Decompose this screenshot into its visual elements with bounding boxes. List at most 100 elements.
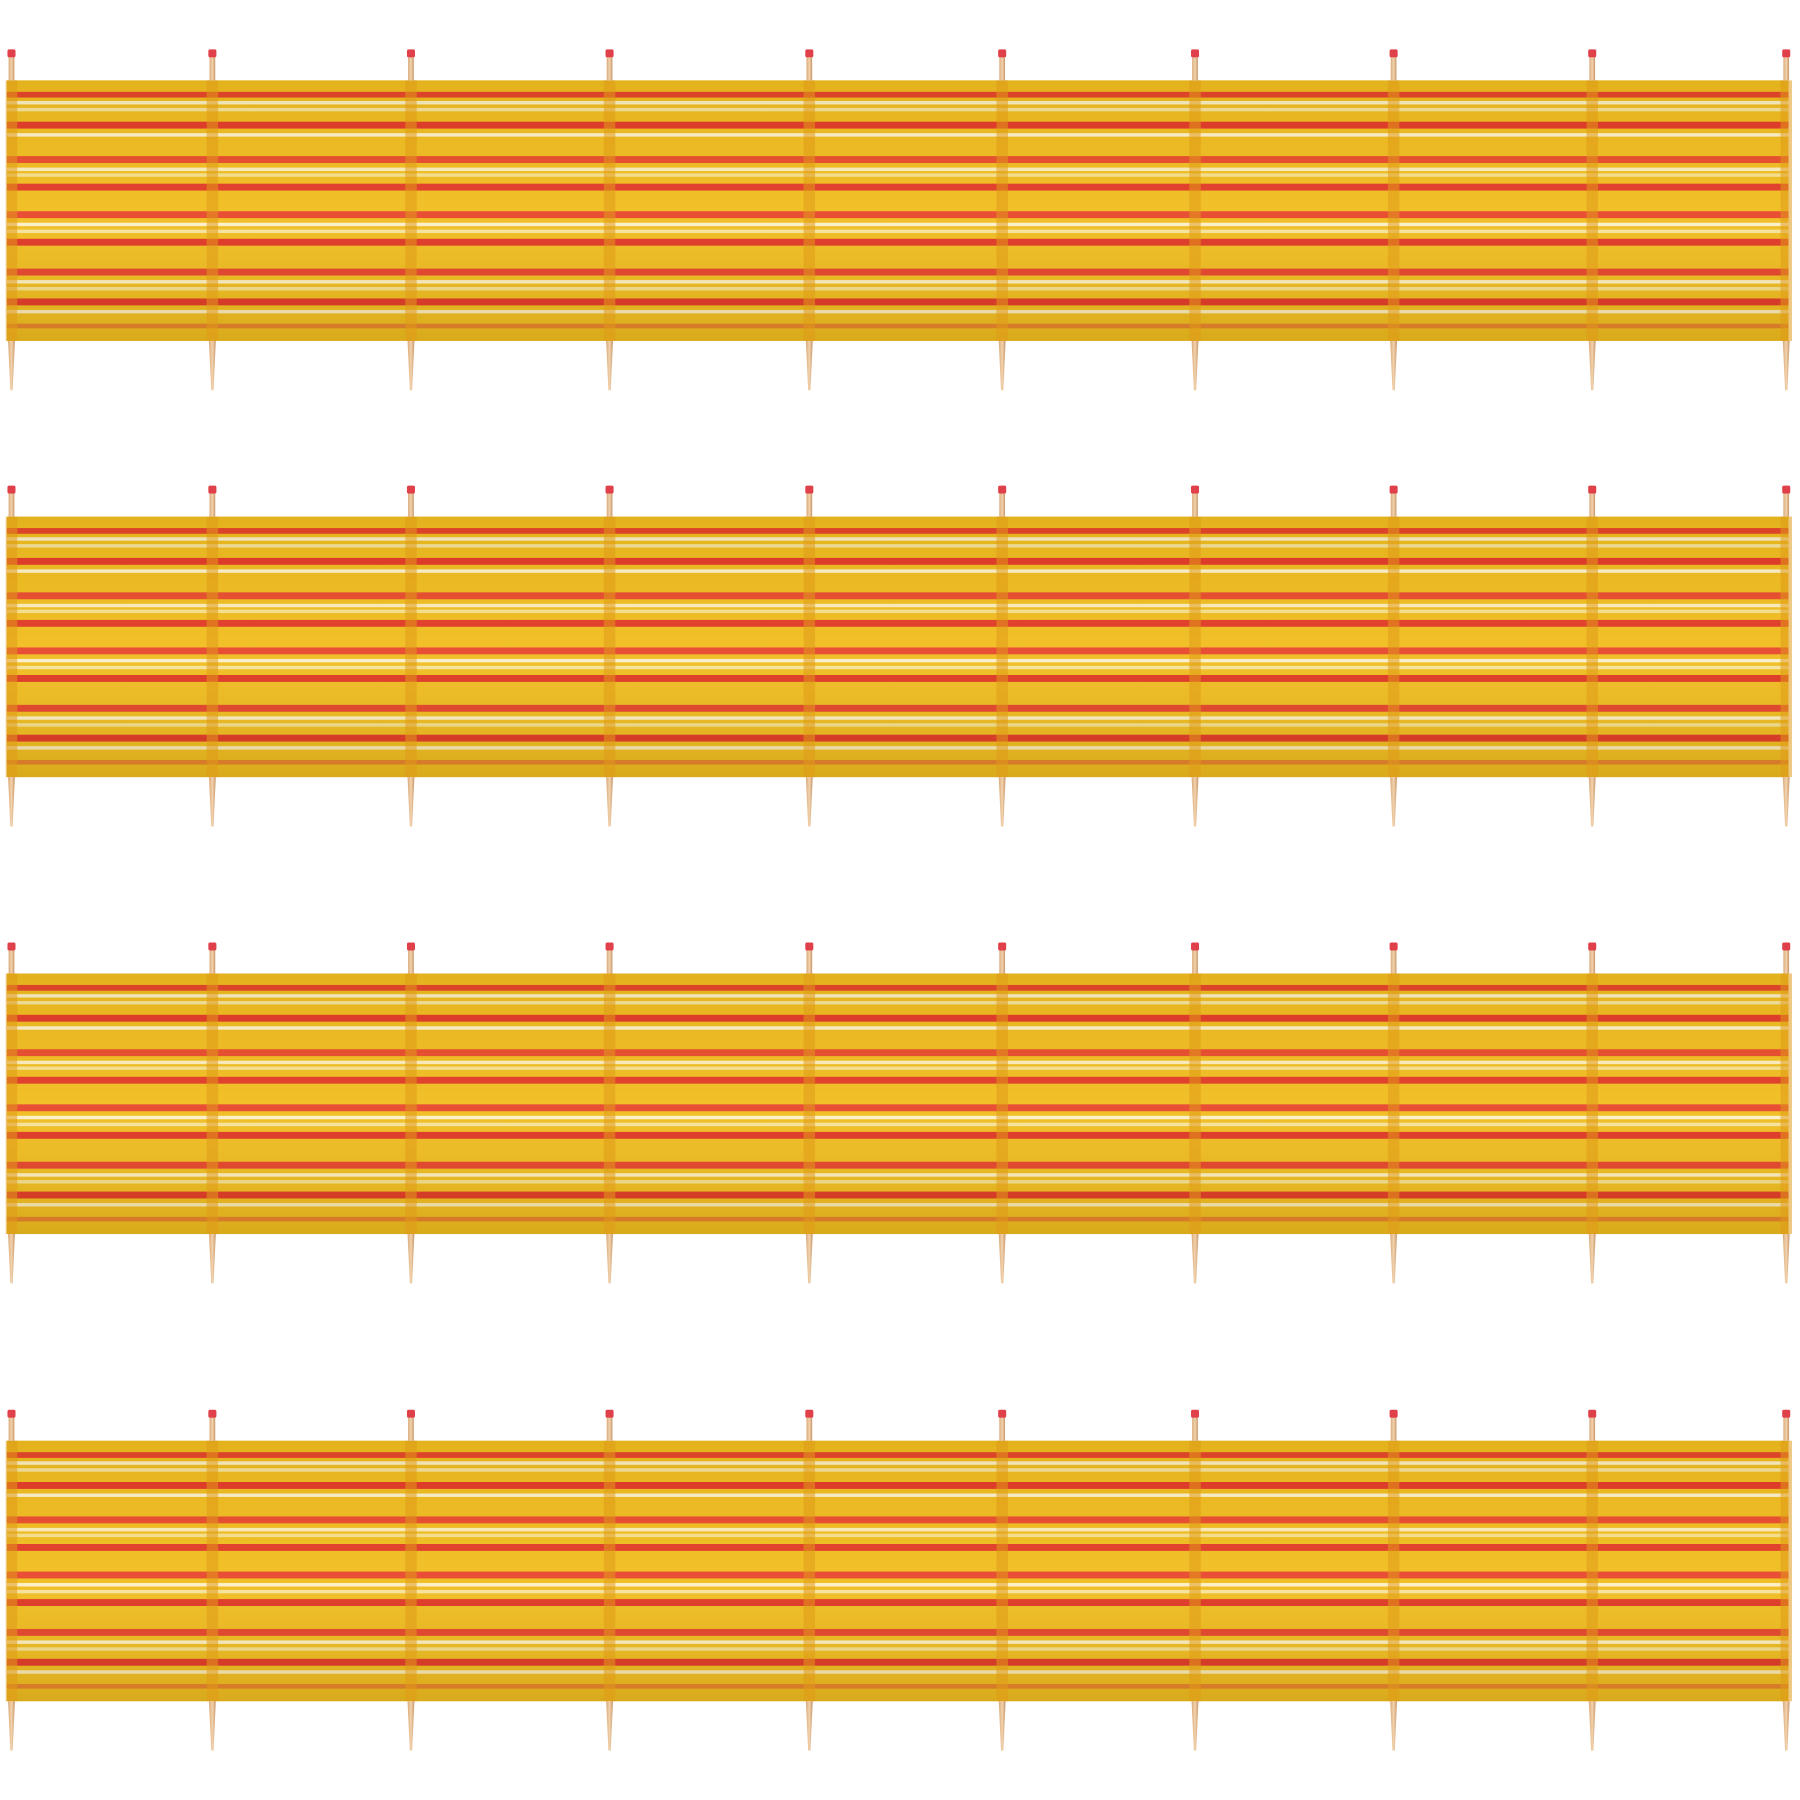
pole-cap — [7, 49, 16, 58]
pole-spike — [407, 777, 415, 827]
pole-pocket — [5, 80, 18, 341]
pole-top — [1589, 1417, 1596, 1441]
pole-spike — [1588, 1701, 1596, 1751]
pole-spike — [805, 777, 813, 827]
pole-cap — [208, 1409, 217, 1418]
pole-pocket — [206, 973, 219, 1235]
pole-spike — [998, 1234, 1006, 1284]
pole-pocket — [803, 516, 816, 778]
pole-cap — [1782, 1409, 1791, 1418]
pole-top — [209, 493, 216, 517]
pole-cap — [208, 485, 217, 494]
pole-pocket — [1387, 973, 1400, 1235]
pole-pocket — [5, 973, 18, 1235]
pole-top — [606, 950, 613, 974]
pole-pocket — [1387, 1440, 1400, 1702]
pole-cap — [1588, 485, 1597, 494]
pole-pocket — [1189, 516, 1201, 778]
pole-cap — [1191, 1409, 1200, 1418]
pole-pocket — [206, 516, 219, 778]
pole-pocket — [405, 80, 417, 341]
pole-pocket — [996, 973, 1008, 1235]
pole-cap — [605, 1409, 614, 1418]
pole-pocket — [603, 80, 616, 341]
pole-top — [8, 1417, 15, 1441]
pole-cap — [7, 942, 16, 951]
pole-cap — [998, 49, 1007, 58]
pole-cap — [7, 1409, 16, 1418]
pole-top — [1783, 1417, 1790, 1441]
pole-top — [408, 57, 414, 81]
pole-top — [8, 493, 15, 517]
pole-spike — [998, 1701, 1006, 1751]
pole-pocket — [405, 516, 417, 778]
pole-top — [606, 1417, 613, 1441]
pole-cap — [1389, 942, 1398, 951]
pole-pocket — [1586, 516, 1598, 778]
pole-cap — [1389, 485, 1398, 494]
pole-top — [1783, 493, 1790, 517]
pole-pocket — [603, 516, 616, 778]
pole-cap — [805, 49, 814, 58]
pole-pocket — [996, 516, 1008, 778]
pole-spike — [1191, 1234, 1199, 1284]
pole-spike — [407, 340, 415, 391]
pole-top — [209, 1417, 216, 1441]
pole-top — [999, 493, 1006, 517]
pole-pocket — [1780, 1440, 1792, 1702]
pole-cap — [998, 1409, 1007, 1418]
pole-pocket — [1189, 973, 1201, 1235]
pole-top — [8, 57, 15, 81]
pole-top — [209, 57, 216, 81]
pole-spike — [805, 340, 813, 391]
pole-top — [408, 1417, 414, 1441]
windbreak — [5, 485, 1792, 827]
pole-top — [999, 57, 1006, 81]
pole-pocket — [405, 1440, 417, 1702]
pole-spike — [606, 340, 614, 391]
pole-top — [408, 493, 414, 517]
pole-cap — [406, 1409, 415, 1418]
pole-cap — [1782, 49, 1791, 58]
pole-cap — [1191, 485, 1200, 494]
pole-pocket — [803, 80, 816, 341]
pole-cap — [208, 49, 217, 58]
pole-spike — [8, 340, 15, 391]
pole-cap — [7, 485, 16, 494]
pole-spike — [407, 1701, 415, 1751]
pole-top — [806, 1417, 813, 1441]
pole-cap — [406, 485, 415, 494]
pole-top — [1783, 57, 1790, 81]
pole-pocket — [5, 516, 18, 778]
pole-top — [1589, 57, 1596, 81]
pole-spike — [1390, 1701, 1398, 1751]
pole-spike — [1191, 1701, 1199, 1751]
pole-spike — [805, 1234, 813, 1284]
pole-pocket — [996, 1440, 1008, 1702]
pole-pocket — [5, 1440, 18, 1702]
pole-spike — [1782, 777, 1790, 827]
pole-pocket — [803, 973, 816, 1235]
pole-spike — [805, 1701, 813, 1751]
fabric-shade — [6, 516, 1789, 778]
pole-top — [1589, 493, 1596, 517]
pole-spike — [208, 1234, 216, 1284]
pole-top — [999, 1417, 1006, 1441]
pole-cap — [1191, 942, 1200, 951]
pole-cap — [805, 942, 814, 951]
pole-pocket — [1780, 80, 1792, 341]
pole-top — [806, 950, 813, 974]
pole-top — [1390, 1417, 1397, 1441]
pole-spike — [208, 1701, 216, 1751]
pole-top — [1192, 57, 1198, 81]
pole-spike — [208, 340, 216, 391]
pole-pocket — [1586, 80, 1598, 341]
windbreak — [5, 942, 1792, 1284]
fabric-shade — [6, 973, 1789, 1235]
windbreak — [5, 49, 1792, 391]
pole-cap — [605, 485, 614, 494]
pole-spike — [407, 1234, 415, 1284]
pole-cap — [1191, 49, 1200, 58]
pole-spike — [1782, 340, 1790, 391]
